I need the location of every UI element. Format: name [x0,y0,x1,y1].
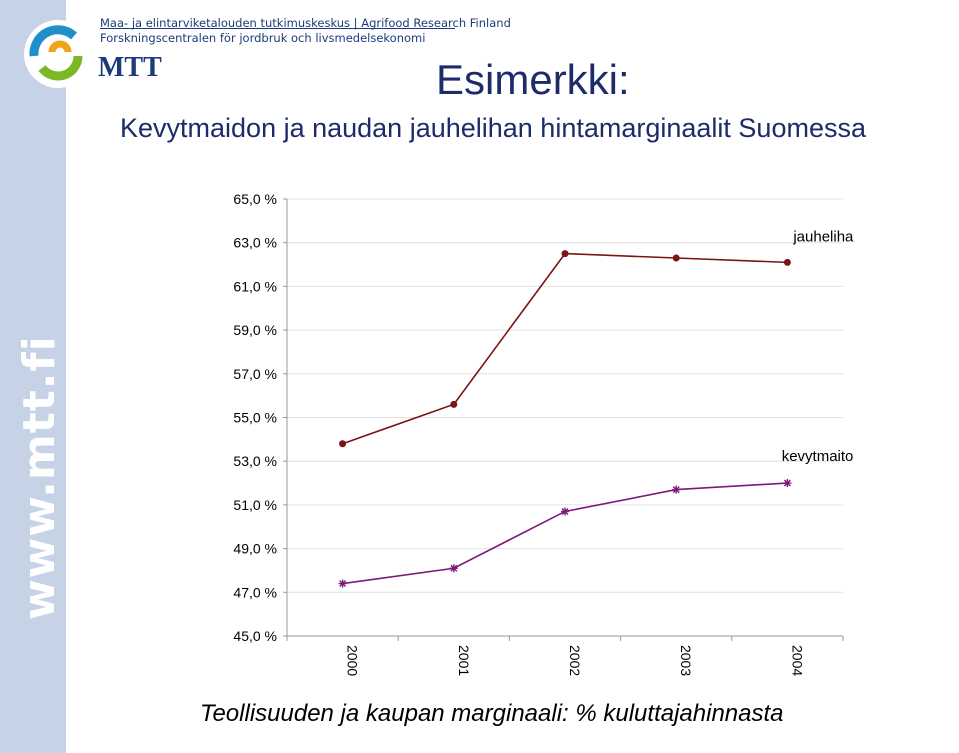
y-tick-label: 59,0 % [233,322,277,338]
y-tick-label: 51,0 % [233,497,277,513]
y-tick-label: 47,0 % [233,584,277,600]
series-line-jauheliha [342,252,788,445]
chart-caption: Teollisuuden ja kaupan marginaali: % kul… [200,700,784,727]
data-point-kevytmaito [672,485,681,494]
series-label-kevytmaito: kevytmaito [782,448,854,465]
org-name-line2: Forskningscentralen för jordbruk och liv… [100,31,426,45]
y-tick-label: 55,0 % [233,410,277,426]
x-tick-label: 2000 [345,645,361,676]
x-tick-label: 2002 [567,645,583,676]
y-tick-label: 61,0 % [233,278,277,294]
org-divider [100,28,455,29]
data-point-kevytmaito [449,564,458,573]
y-tick-label: 49,0 % [233,541,277,557]
series-label-jauheliha: jauheliha [792,228,854,245]
mtt-logo-icon [24,20,92,88]
y-tick-label: 57,0 % [233,366,277,382]
y-tick-label: 65,0 % [233,191,277,207]
side-band: www.mtt.fi [0,0,66,753]
data-point-jauheliha [339,440,347,448]
slide-subtitle: Kevytmaidon ja naudan jauhelihan hintama… [120,113,866,143]
y-tick-label: 53,0 % [233,453,277,469]
data-point-jauheliha [672,254,680,262]
x-tick-label: 2003 [678,645,694,676]
data-point-kevytmaito [783,479,792,488]
x-tick-label: 2004 [789,645,805,676]
data-point-jauheliha [450,400,458,408]
y-tick-label: 63,0 % [233,235,277,251]
data-point-jauheliha [783,258,791,266]
slide-title: Esimerkki: [436,56,630,103]
x-tick-label: 2001 [456,645,472,676]
org-name-line1: Maa- ja elintarviketalouden tutkimuskesk… [100,16,511,30]
data-point-kevytmaito [338,579,347,588]
series-line-kevytmaito [342,482,788,585]
y-tick-label: 45,0 % [233,628,277,644]
data-point-jauheliha [561,250,569,258]
data-point-kevytmaito [561,507,569,516]
brand-name: MTT [98,52,162,83]
